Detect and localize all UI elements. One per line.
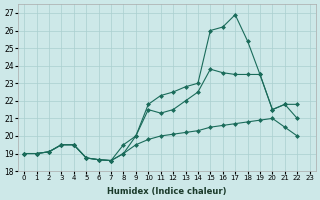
X-axis label: Humidex (Indice chaleur): Humidex (Indice chaleur) (107, 187, 227, 196)
